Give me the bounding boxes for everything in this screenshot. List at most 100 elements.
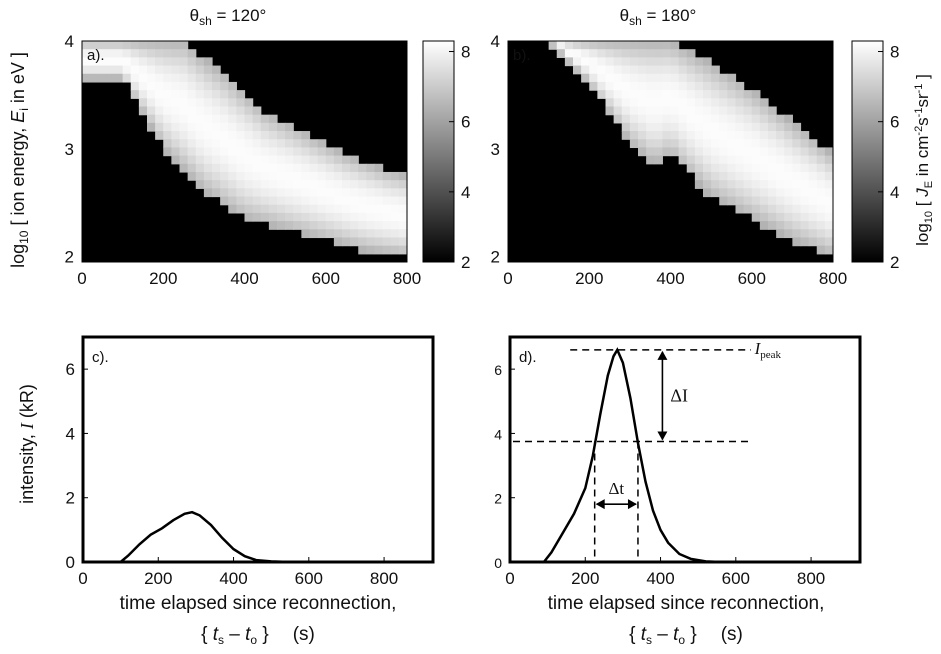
heatmap-b-cell xyxy=(711,155,720,165)
heatmap-b-cell xyxy=(597,90,607,99)
heatmap-b-cell xyxy=(564,41,574,50)
heatmap-b-cell xyxy=(638,65,647,75)
heatmap-a-cell xyxy=(195,171,205,181)
heatmap-b-cell xyxy=(784,155,793,165)
heatmap-a-cell xyxy=(390,221,400,230)
delta-t-arrowhead-right xyxy=(627,499,637,510)
heatmap-b-cell xyxy=(759,163,769,173)
heatmap-a-xtick-label: 0 xyxy=(77,269,86,288)
heatmap-b-cell xyxy=(735,188,745,198)
heatmap-b-cell xyxy=(613,49,623,58)
colorbar-b-tick-label: 6 xyxy=(890,113,899,132)
panel-d-xlabel-line2: { ts – to } (s) xyxy=(629,624,743,647)
heatmap-a-cell xyxy=(277,155,286,165)
heatmap-a-cell xyxy=(277,204,286,214)
heatmap-b-cell xyxy=(727,147,737,157)
heatmap-b-cell xyxy=(613,81,623,91)
heatmap-b-cell xyxy=(703,114,712,124)
heatmap-b-cell xyxy=(776,180,785,189)
heatmap-a-cell xyxy=(138,98,148,108)
heatmap-a-cell xyxy=(163,49,172,58)
heatmap-a-cell xyxy=(301,139,311,149)
heatmap-b-cell xyxy=(686,81,696,91)
heatmap-a-cell xyxy=(155,114,164,124)
heatmap-b-cell xyxy=(654,65,663,75)
heatmap-b-cell xyxy=(727,73,737,83)
heatmap-b-cell xyxy=(719,147,728,157)
heatmap-a-cell xyxy=(268,131,278,140)
heatmap-b-cell xyxy=(638,49,647,58)
heatmap-b-cell xyxy=(776,131,785,140)
heatmap-b-cell xyxy=(808,155,818,165)
heatmap-a-cell xyxy=(228,155,237,165)
heatmap-b-cell xyxy=(751,106,761,116)
heatmap-a-cell xyxy=(212,98,221,108)
heatmap-b-cell xyxy=(711,81,720,91)
heatmap-b-cell xyxy=(768,188,777,198)
heatmap-a-cell xyxy=(147,106,156,116)
heatmap-a-cell xyxy=(147,41,156,50)
heatmap-a-cell xyxy=(252,212,262,222)
heatmap-b-cell xyxy=(605,90,615,99)
colorbar-label: log10 [ JE in cm-2s-1sr-1 ] xyxy=(913,74,935,246)
heatmap-b-cell xyxy=(768,147,777,157)
heatmap-b-cell xyxy=(743,147,753,157)
heatmap-a-cell xyxy=(293,221,302,230)
heatmap-a-cell xyxy=(244,131,254,140)
heatmap-a-cell xyxy=(374,245,384,255)
heatmap-a-cell xyxy=(358,196,367,206)
heatmap-a-ytick-label: 4 xyxy=(65,32,74,51)
heatmap-b-cell xyxy=(792,147,802,157)
heatmap-a-cell xyxy=(342,221,351,230)
heatmap-a-cell xyxy=(163,147,172,157)
heatmap-b-cell xyxy=(727,139,737,149)
heatmap-a-cell xyxy=(398,196,408,206)
heatmap-b-cell xyxy=(816,180,826,189)
heatmap-a-cell xyxy=(285,221,294,230)
heatmap-a-cell xyxy=(260,131,270,140)
heatmap-a-cell xyxy=(366,171,376,181)
heatmap-a-cell xyxy=(390,171,400,181)
heatmap-b-cell xyxy=(768,139,777,149)
heatmap-a-cell xyxy=(293,155,302,165)
heatmap-a-cell xyxy=(98,49,107,58)
delta-t-label: Δt xyxy=(608,479,624,498)
heatmap-a-cell xyxy=(90,41,99,50)
heatmap-a-cell xyxy=(187,90,197,99)
heatmap-b-cell xyxy=(800,188,810,198)
heatmap-b-cell xyxy=(670,139,680,149)
heatmap-a-cell xyxy=(195,81,205,91)
heatmap-b-cell xyxy=(824,221,834,230)
heatmap-a-cell xyxy=(333,212,343,222)
heatmap-b-cell xyxy=(694,106,704,116)
heatmap-b-cell xyxy=(735,155,745,165)
heatmap-a-cell xyxy=(147,122,156,132)
heatmap-a-cell xyxy=(252,171,262,181)
heatmap-a-cell xyxy=(260,163,270,173)
heatmap-b-cell xyxy=(768,221,777,230)
heatmap-b-cell xyxy=(703,73,712,83)
heatmap-a-cell xyxy=(252,147,262,157)
heatmap-b-cell xyxy=(581,57,590,67)
heatmap-b-cell xyxy=(808,139,818,149)
heatmap-a-cell xyxy=(325,180,335,189)
heatmap-b-cell xyxy=(694,90,704,99)
heatmap-b-cell xyxy=(751,188,761,198)
heatmap-a-cell xyxy=(317,212,327,222)
c-ytick-label: 0 xyxy=(66,553,75,572)
heatmap-b-cell xyxy=(735,114,745,124)
heatmap-b-cell xyxy=(743,98,753,108)
heatmap-a-cell xyxy=(163,114,172,124)
heatmap-a-cell xyxy=(317,180,327,189)
heatmap-a-cell xyxy=(382,188,392,198)
heatmap-a-cell xyxy=(398,188,408,198)
heatmap-b-cell xyxy=(792,188,802,198)
heatmap-b-cell xyxy=(581,65,590,75)
d-xtick-label: 400 xyxy=(646,569,674,588)
heatmap-b-cell xyxy=(670,73,680,83)
heatmap-a-cell xyxy=(260,180,270,189)
heatmap-b-cell xyxy=(678,122,688,132)
heatmap-a-cell xyxy=(293,171,302,181)
heatmap-b-cell xyxy=(776,171,785,181)
heatmap-a-cell xyxy=(179,139,189,149)
